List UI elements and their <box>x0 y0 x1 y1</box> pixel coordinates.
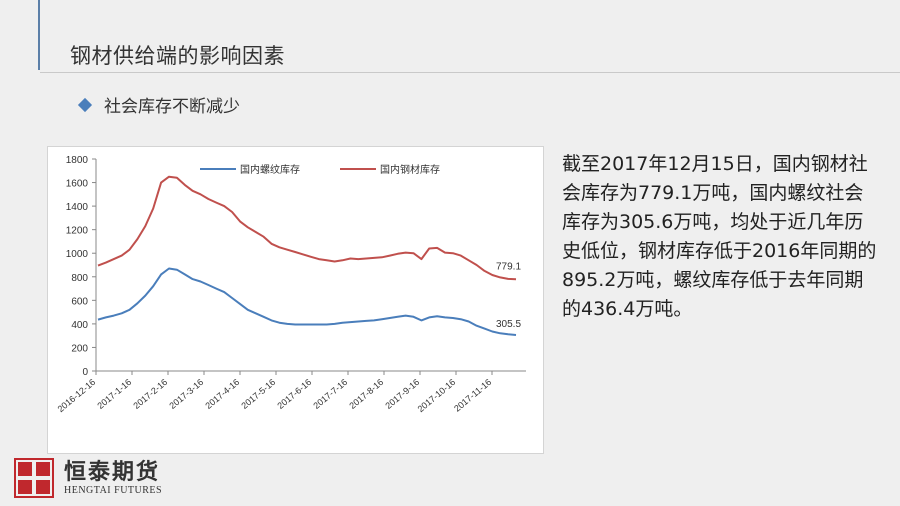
logo-chinese-name: 恒泰期货 <box>64 459 161 485</box>
series-line-1 <box>97 175 517 281</box>
chart-svg: 0 200 400 600 800 1000 1200 1400 1600 1800 2016-12… <box>56 155 526 414</box>
y-tick-label: 600 <box>71 296 88 307</box>
bullet-point: 社会库存不断减少 <box>77 92 240 117</box>
x-tick-label: 2017-5-16 <box>239 377 277 411</box>
x-tick-label: 2017-6-16 <box>275 377 313 411</box>
x-tick-label: 2017-2-16 <box>131 377 169 411</box>
company-logo: 恒泰期货 HENGTAI FUTURES <box>14 458 162 498</box>
series-end-label-1: 779.1 <box>496 261 521 272</box>
x-tick-label: 2017-7-16 <box>311 377 349 411</box>
seal-logo-icon <box>14 458 54 498</box>
y-tick-label: 1000 <box>66 249 89 260</box>
legend-label-0: 国内螺纹库存 <box>240 163 300 176</box>
y-tick-label: 1600 <box>66 179 89 190</box>
bullet-text: 社会库存不断减少 <box>104 97 240 117</box>
diamond-bullet-icon <box>77 97 93 112</box>
y-tick-label: 1800 <box>66 155 89 166</box>
y-tick-label: 200 <box>71 343 88 354</box>
title-bar: 钢材供给端的影响因素 <box>40 36 900 73</box>
x-tick-label: 2017-10-16 <box>416 377 458 414</box>
series-line-0 <box>97 267 517 336</box>
y-tick-label: 1200 <box>66 226 89 237</box>
x-tick-label: 2016-12-16 <box>56 377 98 414</box>
x-tick-label: 2017-1-16 <box>95 377 133 411</box>
logo-english-name: HENGTAI FUTURES <box>64 484 163 496</box>
y-tick-label: 800 <box>71 273 88 284</box>
slide-title: 钢材供给端的影响因素 <box>70 44 285 68</box>
inventory-chart: 0 200 400 600 800 1000 1200 1400 1600 1800 2016-12… <box>47 146 544 454</box>
description-text: 截至2017年12月15日，国内钢材社会库存为779.1万吨，国内螺纹社会库存为… <box>562 153 877 320</box>
x-tick-label: 2017-11-16 <box>452 377 493 414</box>
left-accent-rule <box>38 0 40 70</box>
series-end-label-0: 305.5 <box>496 319 521 330</box>
legend-label-1: 国内钢材库存 <box>380 163 440 176</box>
y-tick-label: 1400 <box>66 202 89 213</box>
x-tick-label: 2017-8-16 <box>347 377 385 411</box>
x-tick-label: 2017-4-16 <box>203 377 241 411</box>
x-tick-label: 2017-3-16 <box>167 377 205 411</box>
y-tick-label: 400 <box>71 320 88 331</box>
y-tick-label: 0 <box>82 367 88 378</box>
